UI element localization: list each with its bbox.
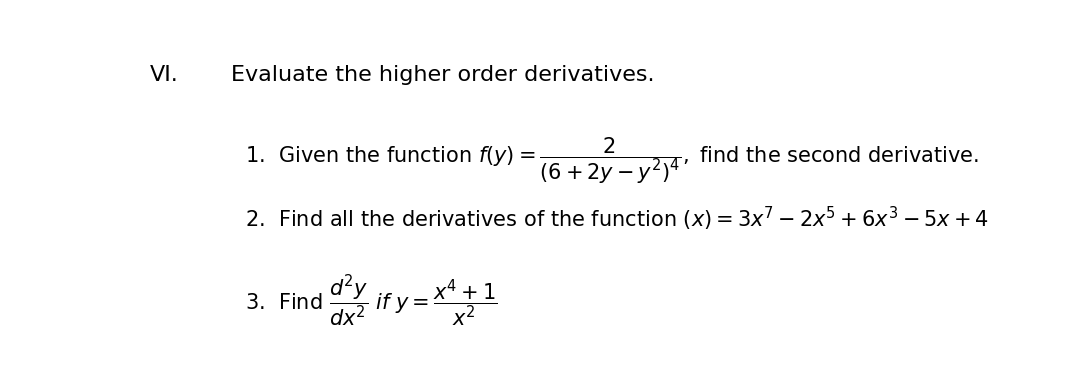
Text: 3.  Find $\dfrac{d^2y}{dx^2}$ $\mathit{if}$ $y = \dfrac{x^4+1}{x^2}$: 3. Find $\dfrac{d^2y}{dx^2}$ $\mathit{if… bbox=[245, 274, 498, 329]
Text: 1.  Given the function $f(y) = \dfrac{2}{(6+2y-y^2)^4},$ find the second derivat: 1. Given the function $f(y) = \dfrac{2}{… bbox=[245, 136, 980, 186]
Text: 2.  Find all the derivatives of the function $(x) = 3x^7 - 2x^5 + 6x^3 - 5x + 4$: 2. Find all the derivatives of the funct… bbox=[245, 205, 989, 233]
Text: VI.: VI. bbox=[150, 65, 179, 85]
Text: Evaluate the higher order derivatives.: Evaluate the higher order derivatives. bbox=[231, 65, 654, 85]
